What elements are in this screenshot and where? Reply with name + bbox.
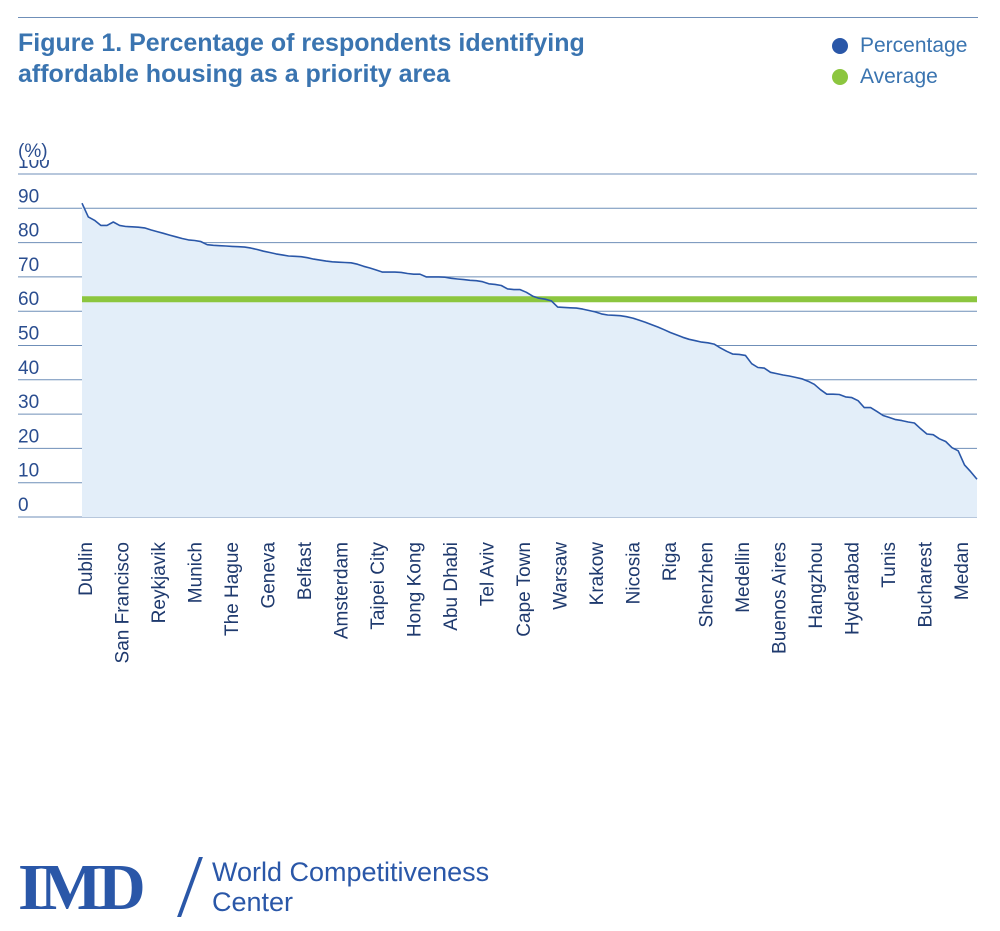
legend-label-percentage: Percentage	[860, 33, 968, 57]
chart-plot: 0 10 20 30 40 50 60 70 80 90 100 Dublin San Francis…	[18, 160, 978, 663]
x-tick-label-amsterdam: Amsterdam	[332, 542, 353, 639]
y-tick-label-60: 60	[18, 289, 39, 310]
y-tick-label-30: 30	[18, 392, 39, 413]
y-tick-label-70: 70	[18, 255, 39, 276]
logo-mark: IMD	[18, 851, 146, 924]
x-tick-label-riga: Riga	[660, 542, 681, 582]
x-tick-label-san-francisco: San Francisco	[113, 542, 134, 663]
x-tick-label-hong-kong: Hong Kong	[405, 542, 426, 637]
x-tick-label-munich: Munich	[186, 542, 207, 603]
legend-item-average: Average	[832, 61, 967, 92]
y-tick-label-90: 90	[18, 186, 39, 207]
y-tick-label-50: 50	[18, 324, 39, 345]
logo-text: World Competitiveness Center	[212, 857, 542, 917]
legend-item-percentage: Percentage	[832, 30, 967, 61]
x-tick-label-medellin: Medellin	[733, 542, 754, 613]
x-tick-label-the-hague: The Hague	[222, 542, 243, 636]
logo-text-line1: World Competitiveness	[212, 857, 490, 887]
x-tick-label-cape-town: Cape Town	[514, 542, 535, 637]
y-tick-label-40: 40	[18, 358, 39, 379]
x-tick-label-medan: Medan	[952, 542, 973, 600]
legend-swatch-average	[832, 68, 848, 85]
x-tick-label-warsaw: Warsaw	[551, 542, 572, 610]
y-axis-unit-label: (%)	[18, 141, 48, 162]
x-tick-label-dublin: Dublin	[76, 542, 97, 596]
x-tick-label-shenzhen: Shenzhen	[697, 542, 718, 628]
legend-label-average: Average	[860, 64, 938, 88]
x-tick-label-hangzhou: Hangzhou	[806, 542, 827, 629]
x-tick-label-geneva: Geneva	[259, 542, 280, 609]
chart-title: Figure 1. Percentage of respondents iden…	[18, 29, 585, 88]
x-tick-label-reykjavik: Reykjavik	[149, 542, 170, 624]
y-tick-label-20: 20	[18, 426, 39, 447]
x-tick-label-abu-dhabi: Abu Dhabi	[441, 542, 462, 631]
x-tick-label-taipei-city: Taipei City	[368, 542, 389, 630]
series-line-percentage	[81, 202, 978, 480]
x-tick-label-bucharest: Bucharest	[916, 541, 937, 627]
logo-text-line2: Center	[212, 887, 294, 917]
area-fill-percentage	[82, 203, 977, 517]
y-tick-label-0: 0	[18, 495, 29, 516]
x-tick-label-krakow: Krakow	[587, 542, 608, 606]
legend-swatch-percentage	[832, 37, 848, 54]
x-tick-label-belfast: Belfast	[295, 541, 316, 600]
logo-slash	[177, 857, 203, 917]
y-tick-label-80: 80	[18, 221, 39, 242]
x-tick-label-tel-aviv: Tel Aviv	[478, 542, 499, 607]
y-tick-label-10: 10	[18, 461, 39, 482]
x-tick-label-nicosia: Nicosia	[624, 542, 645, 605]
x-tick-label-buenos-aires: Buenos Aires	[770, 542, 791, 654]
x-tick-label-hyderabad: Hyderabad	[843, 542, 864, 635]
x-tick-label-tunis: Tunis	[879, 542, 900, 588]
legend: Percentage Average	[832, 30, 967, 92]
y-tick-label-100: 100	[18, 160, 50, 173]
top-rule	[18, 17, 978, 18]
